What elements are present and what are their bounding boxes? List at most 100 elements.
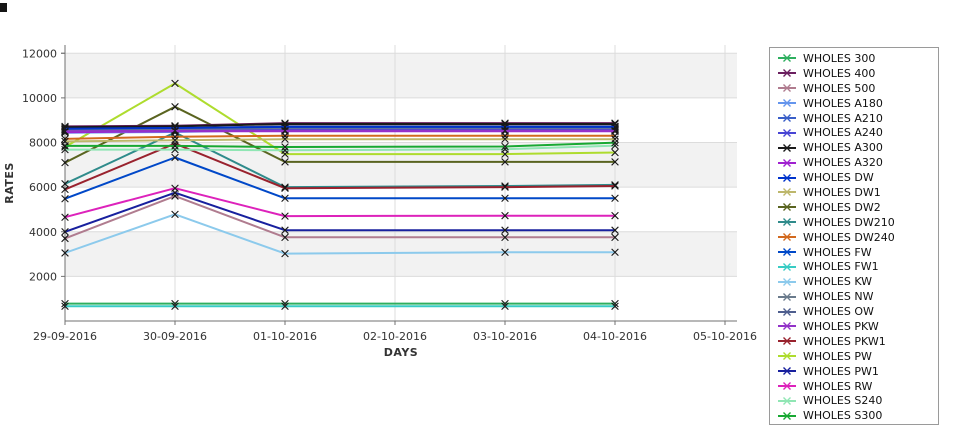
legend-item: WHOLES DW1 [776, 185, 938, 200]
legend-item: WHOLES RW [776, 379, 938, 394]
legend-marker-icon [778, 396, 796, 405]
legend-item: WHOLES S300 [776, 408, 938, 423]
legend-item-label: WHOLES RW [803, 379, 873, 393]
legend-marker-icon [778, 99, 796, 108]
legend-item: WHOLES A300 [776, 140, 938, 155]
legend-item-label: WHOLES OW [803, 305, 874, 319]
legend-item: WHOLES DW2 [776, 200, 938, 215]
legend-item: WHOLES A210 [776, 111, 938, 126]
chart-dynamic: 2000 4000 6000 8000 10000 12000 29-09-2016 30-0… [22, 45, 757, 343]
legend-marker-icon [778, 352, 796, 361]
svg-text:4000: 4000 [29, 226, 57, 239]
chart-legend: WHOLES 300 WHOLES 400 WHOLES 500 WHOLES A18… [769, 47, 939, 425]
svg-text:05-10-2016: 05-10-2016 [693, 330, 757, 343]
series-markers [61, 138, 619, 151]
legend-item-label: WHOLES 500 [803, 81, 876, 95]
svg-text:8000: 8000 [29, 137, 57, 150]
svg-text:02-10-2016: 02-10-2016 [363, 330, 427, 343]
legend-item: WHOLES 400 [776, 66, 938, 81]
legend-item: WHOLES DW [776, 170, 938, 185]
svg-text:29-09-2016: 29-09-2016 [33, 330, 97, 343]
tick-labels-group: 2000 4000 6000 8000 10000 12000 29-09-2016 30-0… [22, 47, 757, 343]
legend-item-label: WHOLES A300 [803, 141, 883, 155]
legend-marker-icon [778, 188, 796, 197]
series-markers [61, 135, 619, 146]
legend-item-label: WHOLES A210 [803, 111, 883, 125]
legend-marker-icon [778, 233, 796, 242]
svg-text:12000: 12000 [22, 47, 57, 60]
legend-item: WHOLES A240 [776, 125, 938, 140]
legend-marker-icon [778, 54, 796, 63]
legend-item: WHOLES PKW [776, 319, 938, 334]
legend-item: WHOLES A180 [776, 96, 938, 111]
legend-marker-icon [778, 307, 796, 316]
legend-marker-icon [778, 218, 796, 227]
legend-item: WHOLES FW1 [776, 259, 938, 274]
legend-marker-icon [778, 262, 796, 271]
series-markers [61, 302, 619, 311]
series-markers [61, 132, 619, 143]
svg-text:30-09-2016: 30-09-2016 [143, 330, 207, 343]
legend-item: WHOLES A320 [776, 155, 938, 170]
legend-item-label: WHOLES PW [803, 349, 872, 363]
svg-text:03-10-2016: 03-10-2016 [473, 330, 537, 343]
legend-marker-icon [778, 203, 796, 212]
legend-item-label: WHOLES DW210 [803, 215, 895, 229]
legend-marker-icon [778, 248, 796, 257]
legend-item: WHOLES S240 [776, 393, 938, 408]
series-markers [61, 184, 619, 222]
y-axis-title: RATES [3, 162, 16, 204]
legend-item-label: WHOLES DW [803, 171, 874, 185]
series-markers [61, 120, 619, 132]
legend-item: WHOLES 500 [776, 81, 938, 96]
svg-text:01-10-2016: 01-10-2016 [253, 330, 317, 343]
series-markers [61, 126, 619, 136]
series-markers [61, 210, 619, 258]
legend-item: WHOLES PW1 [776, 364, 938, 379]
legend-marker-icon [778, 84, 796, 93]
svg-text:10000: 10000 [22, 92, 57, 105]
legend-item-label: WHOLES DW2 [803, 200, 881, 214]
legend-marker-icon [778, 411, 796, 420]
x-axis-title: DAYS [384, 346, 418, 359]
series-markers [61, 79, 619, 158]
legend-marker-icon [778, 143, 796, 152]
legend-marker-icon [778, 128, 796, 137]
svg-text:2000: 2000 [29, 270, 57, 283]
legend-item-label: WHOLES 400 [803, 66, 876, 80]
legend-marker-icon [778, 322, 796, 331]
legend-marker-icon [778, 173, 796, 182]
bands-group [65, 53, 737, 277]
series-markers [61, 299, 619, 308]
legend-item: WHOLES KW [776, 274, 938, 289]
legend-item: WHOLES OW [776, 304, 938, 319]
corner-artifact [0, 3, 7, 12]
series-line [63, 129, 616, 133]
series-markers [61, 188, 619, 236]
legend-item: WHOLES PW [776, 349, 938, 364]
svg-text:6000: 6000 [29, 181, 57, 194]
legend-item-label: WHOLES S300 [803, 409, 883, 423]
legend-item-label: WHOLES DW240 [803, 230, 895, 244]
legend-item-label: WHOLES PKW [803, 319, 879, 333]
legend-item-label: WHOLES A240 [803, 126, 883, 140]
legend-marker-icon [778, 292, 796, 301]
legend-item-label: WHOLES FW1 [803, 260, 879, 274]
legend-item-label: WHOLES DW1 [803, 185, 881, 199]
legend-marker-icon [778, 382, 796, 391]
series-markers [61, 153, 619, 203]
legend-marker-icon [778, 367, 796, 376]
legend-item: WHOLES NW [776, 289, 938, 304]
legend-item-label: WHOLES A180 [803, 96, 883, 110]
legend-marker-icon [778, 114, 796, 122]
legend-item-label: WHOLES S240 [803, 394, 883, 408]
legend-item-label: WHOLES NW [803, 290, 874, 304]
legend-item: WHOLES DW240 [776, 230, 938, 245]
legend-item-label: WHOLES PKW1 [803, 334, 886, 348]
series-markers [61, 192, 619, 243]
legend-item: WHOLES DW210 [776, 215, 938, 230]
legend-item: WHOLES 300 [776, 51, 938, 66]
legend-marker-icon [778, 158, 796, 167]
series-markers [61, 123, 619, 133]
